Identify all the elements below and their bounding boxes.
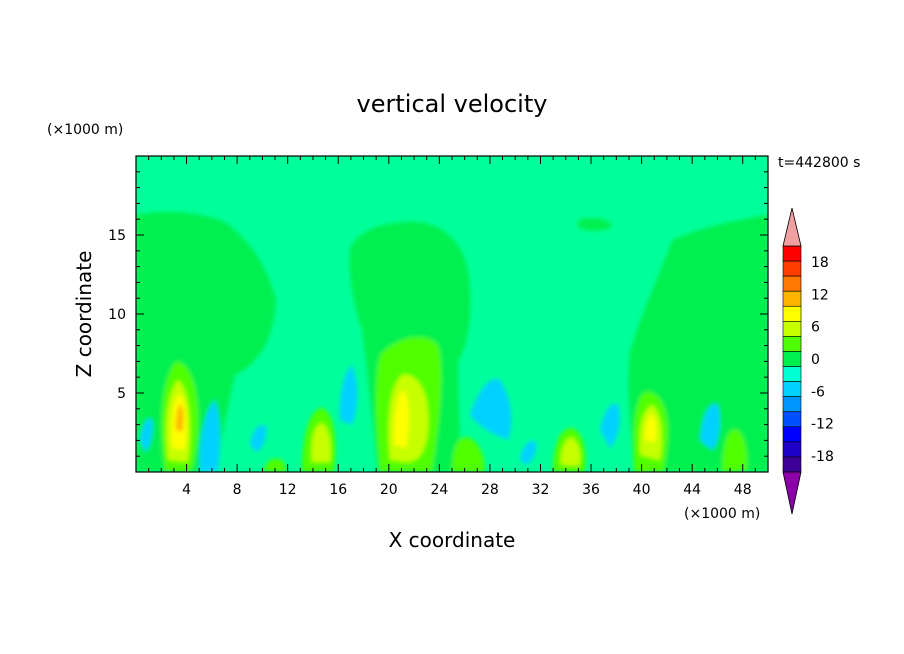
colorbar-tick-label: -6 bbox=[811, 384, 825, 400]
colorbar-tick-label: 18 bbox=[811, 255, 829, 271]
x-unit-label: (×1000 m) bbox=[684, 506, 760, 522]
x-tick-label: 24 bbox=[430, 482, 448, 498]
x-axis-ticks: 4 8 12 16 20 24 28 32 36 40 44 48 bbox=[148, 156, 756, 498]
colorbar-band bbox=[782, 305, 802, 322]
x-tick-label: 44 bbox=[683, 482, 701, 498]
y-axis-ticks: 5 10 15 bbox=[108, 171, 768, 457]
x-tick-label: 20 bbox=[380, 482, 398, 498]
x-tick-label: 48 bbox=[734, 482, 752, 498]
small-blob bbox=[578, 217, 612, 231]
colorbar-band bbox=[782, 441, 802, 458]
x-tick-label: 8 bbox=[233, 482, 242, 498]
x-axis-label: X coordinate bbox=[389, 528, 516, 552]
colorbar-min-arrow bbox=[782, 471, 802, 515]
x-tick-label: 40 bbox=[633, 482, 651, 498]
x-tick-label: 28 bbox=[481, 482, 499, 498]
velocity-field bbox=[136, 156, 768, 472]
colorbar: 18 12 6 0 -6 -12 -18 bbox=[782, 207, 834, 515]
y-tick-label: 5 bbox=[117, 386, 126, 402]
colorbar-band bbox=[782, 381, 802, 397]
colorbar-band bbox=[782, 290, 802, 307]
colorbar-band bbox=[782, 336, 802, 352]
y-tick-label: 10 bbox=[108, 307, 126, 323]
colorbar-max-arrow bbox=[782, 207, 802, 247]
updraft-zones bbox=[136, 211, 768, 472]
time-label: t=442800 s bbox=[778, 155, 860, 171]
chart-title: vertical velocity bbox=[357, 90, 548, 118]
colorbar-band bbox=[782, 411, 802, 428]
y-unit-label: (×1000 m) bbox=[47, 122, 123, 138]
x-tick-label: 32 bbox=[532, 482, 550, 498]
colorbar-band bbox=[782, 275, 802, 292]
colorbar-tick-label: 0 bbox=[811, 352, 820, 368]
x-tick-label: 16 bbox=[329, 482, 347, 498]
colorbar-band bbox=[782, 260, 802, 277]
colorbar-band bbox=[782, 396, 802, 413]
colorbar-tick-label: 12 bbox=[811, 287, 829, 303]
x-tick-label: 12 bbox=[279, 482, 297, 498]
colorbar-band bbox=[782, 321, 802, 337]
x-tick-label: 4 bbox=[182, 482, 191, 498]
colorbar-tick-label: -12 bbox=[811, 417, 834, 433]
colorbar-band bbox=[782, 351, 802, 367]
colorbar-tick-label: -18 bbox=[811, 449, 834, 465]
colorbar-band bbox=[782, 426, 802, 443]
colorbar-band bbox=[782, 366, 802, 382]
colorbar-band bbox=[782, 456, 802, 473]
colorbar-band bbox=[782, 245, 802, 262]
y-axis-label: Z coordinate bbox=[72, 251, 96, 378]
colorbar-tick-label: 6 bbox=[811, 320, 820, 336]
x-tick-label: 36 bbox=[582, 482, 600, 498]
y-tick-label: 15 bbox=[108, 228, 126, 244]
